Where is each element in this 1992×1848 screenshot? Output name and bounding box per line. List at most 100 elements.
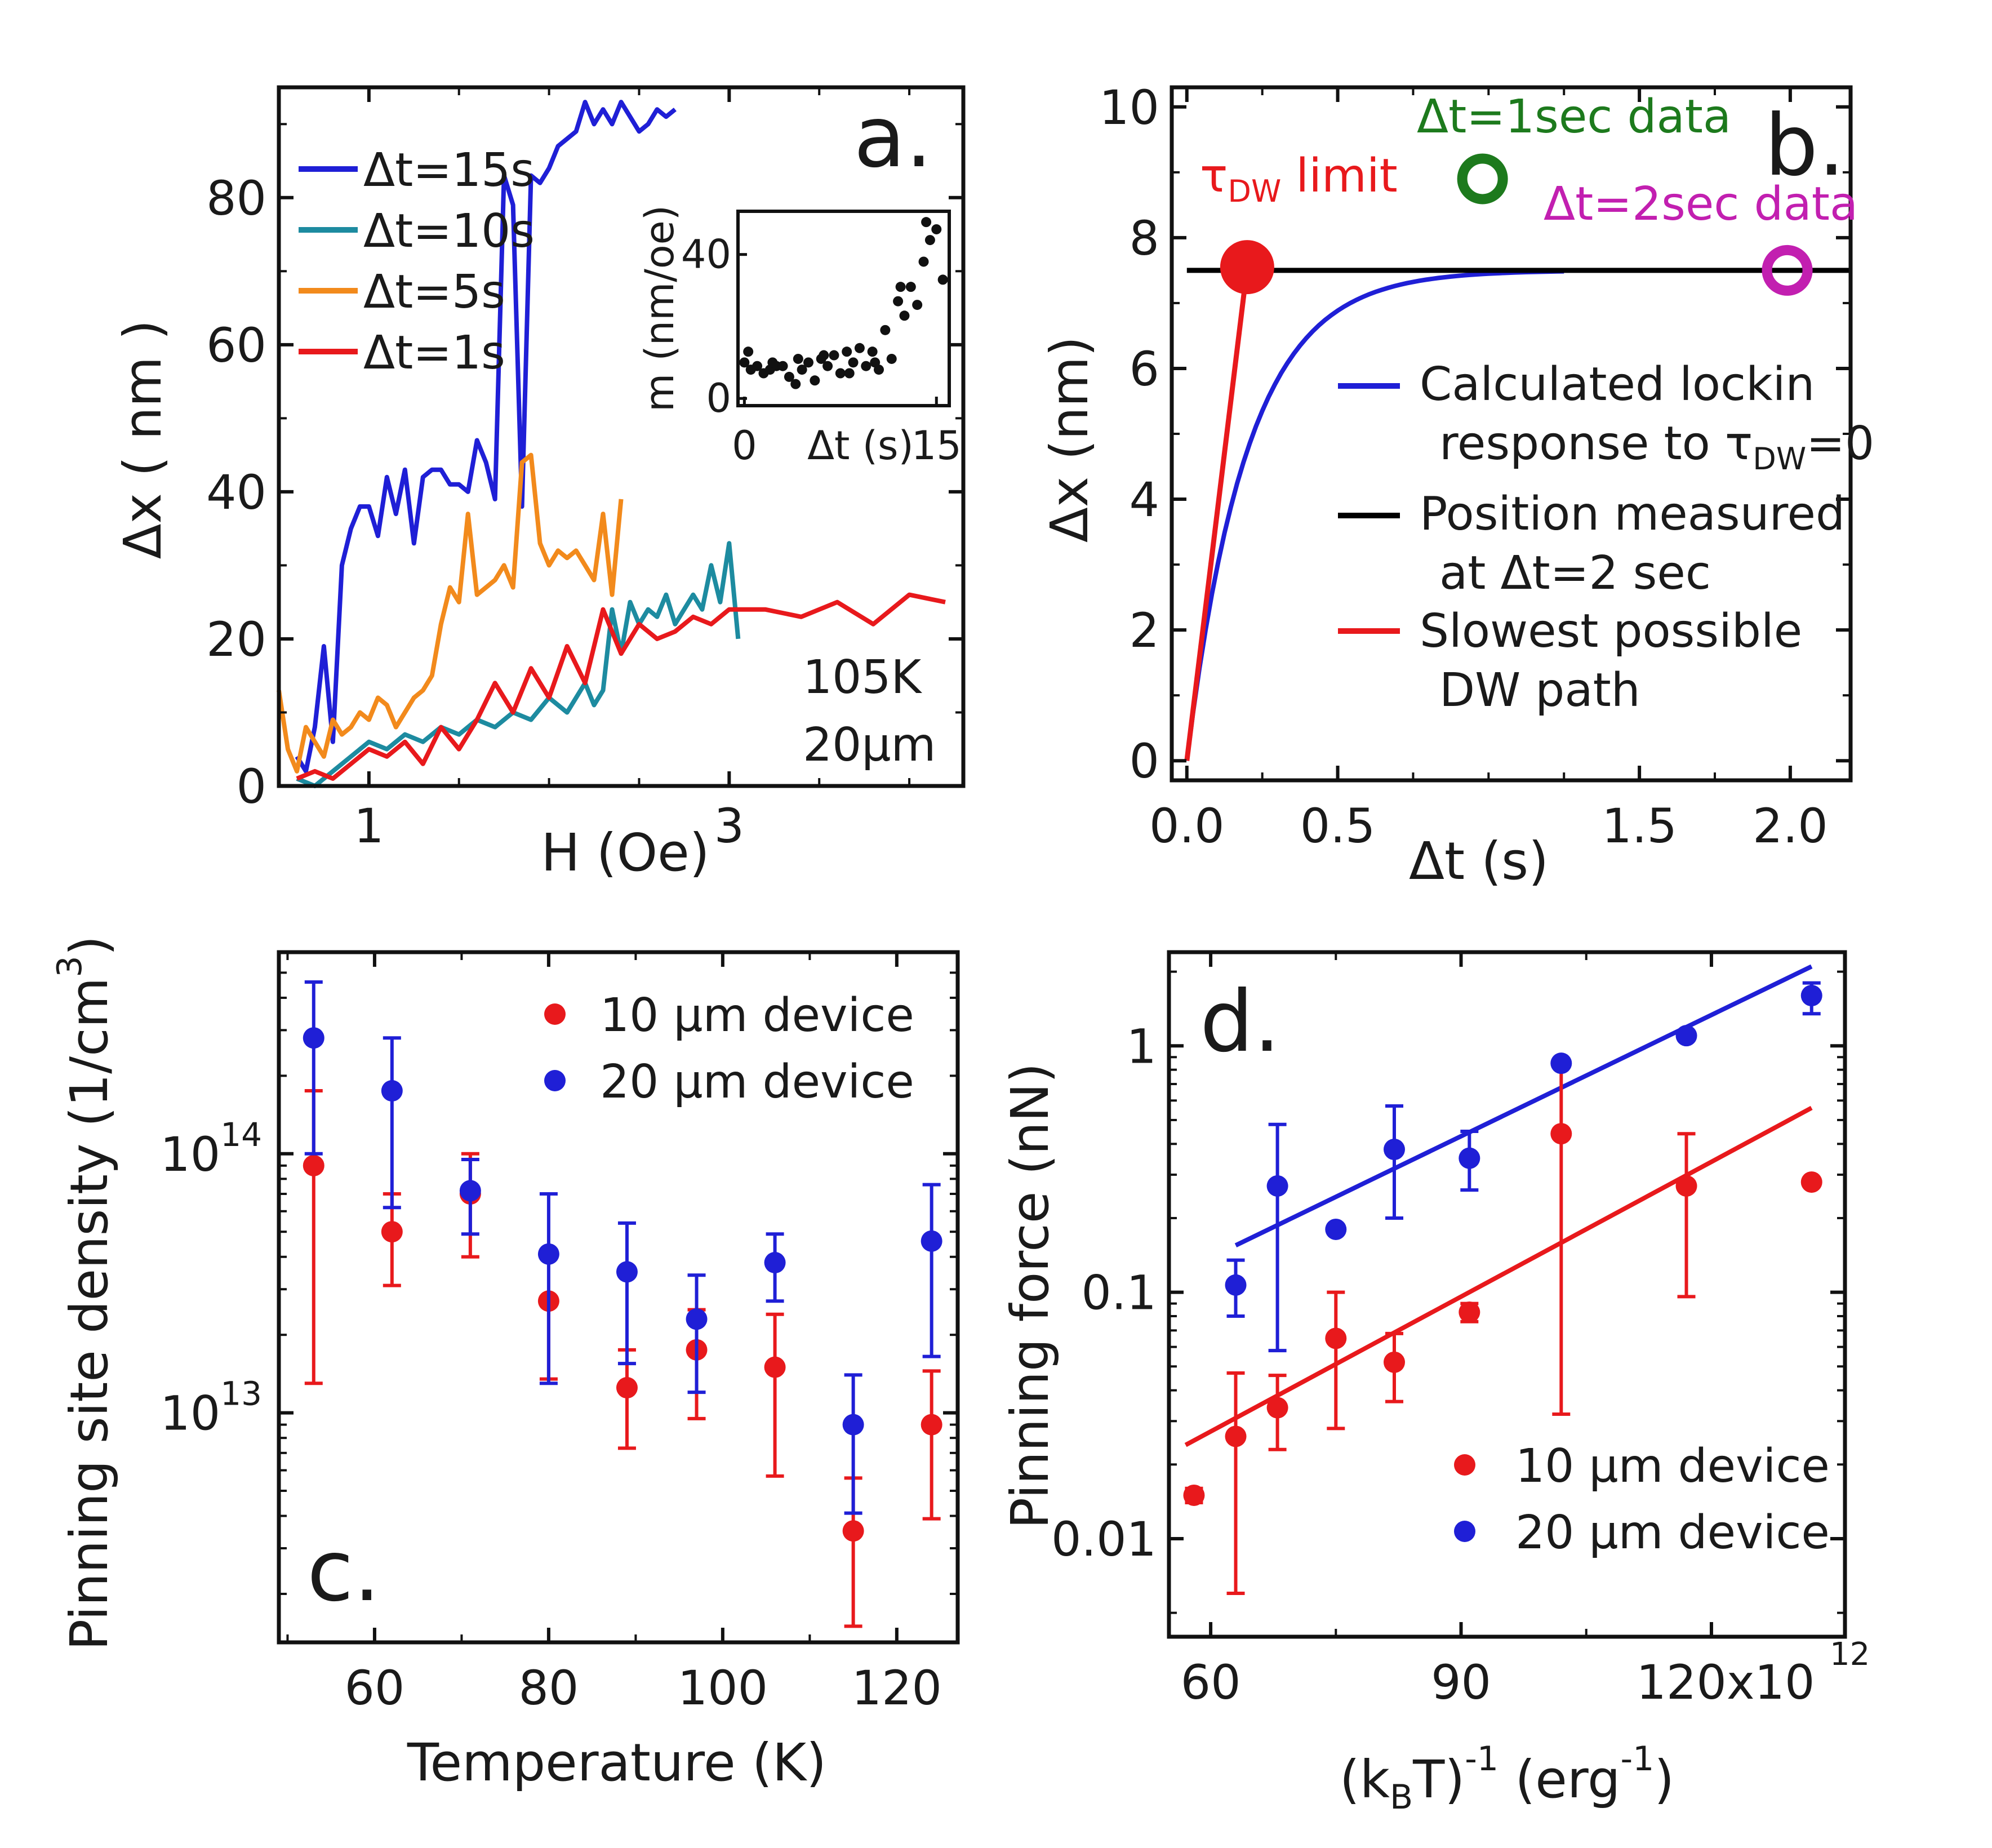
panel-a-inset-point — [931, 224, 942, 234]
panel-d-point — [1225, 1274, 1247, 1296]
panel-a-inset-point — [797, 365, 807, 375]
panel-b-legend-line2-sub: DW — [1753, 441, 1806, 477]
panel-a-ytick-label: 40 — [206, 465, 266, 520]
panel-d-point — [1675, 1175, 1697, 1197]
panel-d-frame — [1167, 950, 1847, 1639]
panel-a-inset-point — [895, 282, 906, 292]
panel-c-point — [381, 1080, 403, 1102]
panel-a-inset-point — [937, 274, 948, 285]
panel-d-xlabel-rest: (erg — [1499, 1749, 1620, 1810]
panel-a-inset-point — [784, 371, 794, 382]
panel-b-ylabel: Δx (nm) — [1039, 336, 1100, 543]
panel-d-point — [1325, 1218, 1347, 1240]
panel-c-legend-label: 20 μm device — [600, 1055, 914, 1109]
panel-d-ytick-label: 0.1 — [1081, 1265, 1157, 1321]
panel-c-legend-marker — [544, 1003, 566, 1025]
panel-c-ylabel-sup: 3 — [50, 956, 90, 977]
panel-d-legend-label: 10 μm device — [1515, 1440, 1830, 1493]
panel-b-ytick-label: 6 — [1130, 341, 1159, 397]
panel-c-xtick-label: 120 — [852, 1660, 942, 1716]
panel-d-point — [1800, 1171, 1822, 1193]
panel-d-legend-marker — [1454, 1521, 1475, 1542]
panel-d-point — [1266, 1175, 1288, 1197]
panel-c-legend-marker — [544, 1070, 566, 1091]
panel-a-inset-point — [803, 357, 813, 368]
panel-b-ytick-label: 8 — [1130, 211, 1159, 266]
panel-b-label-tau-limit: τDW limit — [1200, 149, 1398, 209]
panel-a-series-line — [277, 452, 624, 774]
panel-a-annotation-size: 20μm — [803, 718, 936, 772]
panel-c-point — [381, 1221, 403, 1243]
panel-a-annotation-temp: 105K — [803, 651, 923, 704]
panel-a-inset-point — [921, 217, 932, 228]
panel-d-xlabel-sub: B — [1390, 1778, 1413, 1817]
panel-a-inset-point — [867, 346, 878, 357]
panel-a-inset-point — [918, 256, 929, 267]
panel-b-ytick-label: 4 — [1130, 472, 1159, 527]
panel-c-point — [303, 1027, 324, 1049]
panel-d-point — [1325, 1327, 1347, 1349]
panel-a-inset-point — [905, 282, 916, 292]
panel-a-inset-point — [810, 375, 820, 386]
panel-d-xlabel-mid: T) — [1412, 1749, 1465, 1810]
panel-a-inset-point — [861, 361, 872, 371]
panel-c-ytick-base: 10 — [160, 1127, 220, 1182]
panel-d-fit-line — [1234, 964, 1813, 1248]
panel-b-letter: b. — [1764, 97, 1845, 195]
panel-a-legend-label: Δt=5s — [363, 265, 505, 319]
panel-a-series-line — [296, 541, 741, 788]
panel-a-inset-point — [743, 346, 754, 357]
panel-d-point — [1384, 1351, 1405, 1373]
panel-d-point — [1675, 1025, 1697, 1047]
panel-a-frame — [277, 85, 966, 788]
panel-a-inset-point — [829, 350, 839, 361]
panel-a-ytick-label: 80 — [206, 171, 266, 226]
panel-b-legend-line6: DW path — [1439, 664, 1640, 717]
panel-c-legend-label: 10 μm device — [600, 989, 914, 1042]
panel-b-label-1sec: Δt=1sec data — [1417, 90, 1731, 144]
panel-c-ytick-exp: 14 — [220, 1116, 262, 1154]
panel-d-xlabel-open: (k — [1340, 1749, 1390, 1810]
panel-d-point — [1459, 1147, 1480, 1169]
panel-a-series-line — [295, 100, 677, 774]
panel-c-xlabel: Temperature (K) — [407, 1732, 826, 1793]
panel-a-inset-point — [767, 357, 778, 368]
panel-c-point — [764, 1252, 786, 1274]
panel-a-ytick-label: 60 — [206, 318, 266, 373]
panel-a-letter: a. — [853, 88, 932, 186]
panel-b-label-tau-rest: limit — [1281, 149, 1397, 203]
panel-d-xlabel-sup1: -1 — [1465, 1739, 1499, 1779]
panel-b-legend-line4: at Δt=2 sec — [1439, 547, 1711, 600]
panel-b-label-2sec: Δt=2sec data — [1544, 177, 1858, 231]
panel-a-inset-point — [793, 353, 803, 364]
panel-c-point — [921, 1414, 942, 1436]
panel-b-ytick-label: 2 — [1130, 603, 1159, 658]
panel-d-ytick-label: 0.01 — [1051, 1512, 1157, 1567]
panel-c-point — [616, 1377, 638, 1399]
panel-a-inset-point — [835, 368, 846, 379]
panel-c-ytick-base: 10 — [160, 1386, 220, 1441]
panel-d-xlabel-sup2: -1 — [1620, 1739, 1654, 1779]
panel-a-inset-point — [739, 357, 750, 368]
panel-d-point — [1225, 1425, 1247, 1447]
panel-b-series-line — [1184, 266, 1250, 761]
panel-c-point — [842, 1520, 864, 1542]
panel-d-point — [1550, 1052, 1572, 1074]
panel-b-legend-line2: response to τDW=0 — [1439, 417, 1874, 477]
panel-d-point — [1550, 1123, 1572, 1145]
panel-c-point — [459, 1180, 481, 1202]
panel-c-xtick-label: 100 — [678, 1660, 768, 1716]
panel-d-xtick-label: 60 — [1181, 1655, 1241, 1710]
panel-d-legend-label: 20 μm device — [1515, 1506, 1830, 1560]
panel-c-point — [764, 1356, 786, 1378]
panel-b-legend-line2-a: response to τ — [1439, 417, 1753, 470]
panel-c-frame — [277, 950, 960, 1645]
panel-c-point — [686, 1308, 708, 1330]
panel-a-inset-point — [752, 361, 763, 371]
panel-c-point — [616, 1261, 638, 1283]
panel-a-inset-point — [790, 379, 801, 389]
panel-b-xtick-label: 0.0 — [1149, 798, 1225, 854]
